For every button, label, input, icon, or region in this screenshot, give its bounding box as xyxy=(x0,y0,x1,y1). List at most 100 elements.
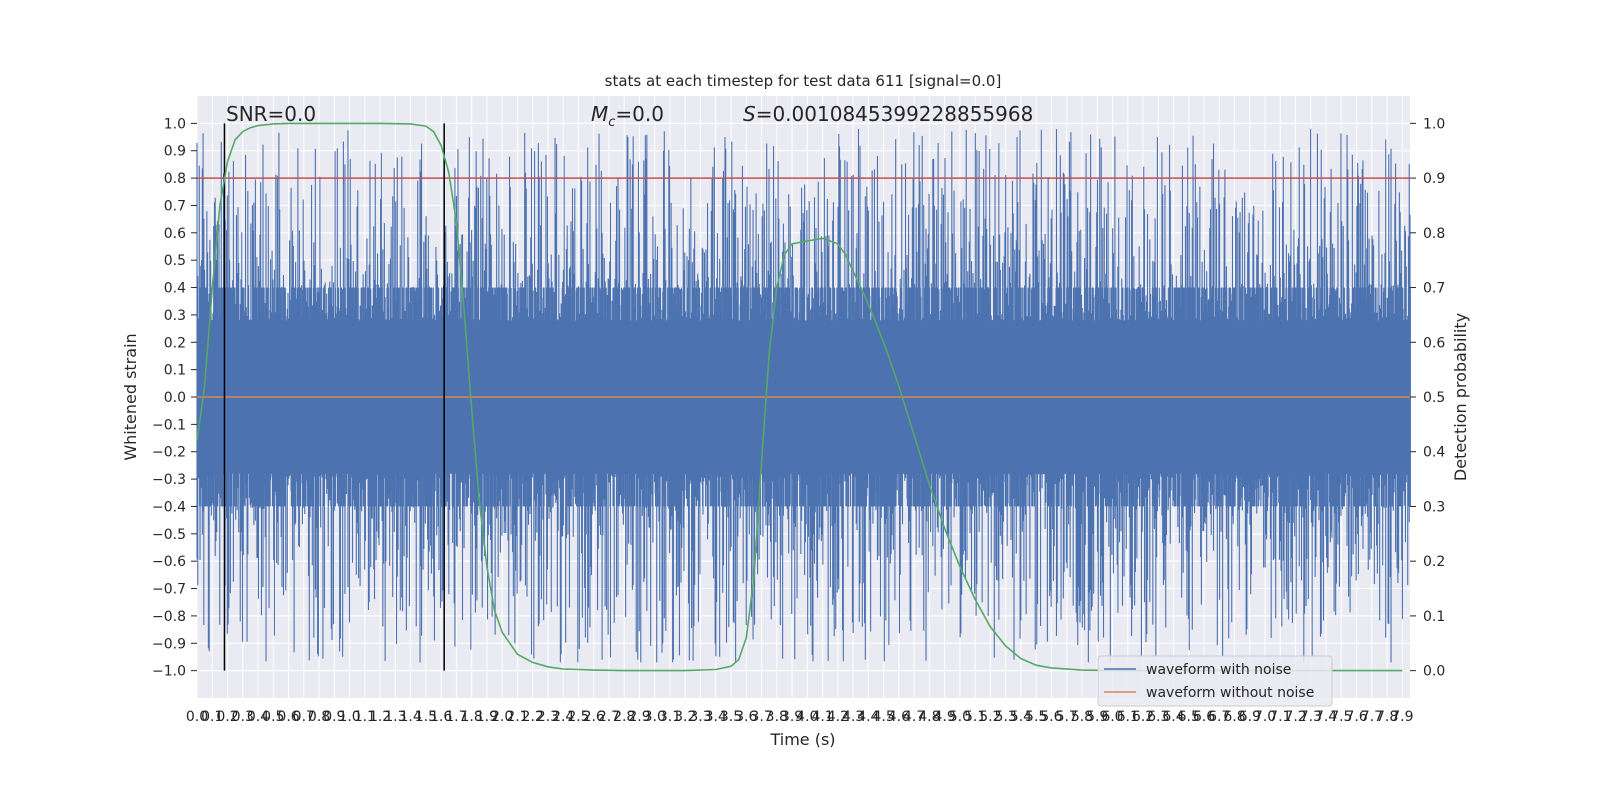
chirp-mass-symbol: M xyxy=(591,102,608,126)
y-tick-label: −0.1 xyxy=(152,417,186,433)
x-tick-label: 5.0 xyxy=(949,709,971,725)
x-tick-label: 7.1 xyxy=(1269,709,1291,725)
y2-tick-label: 0.9 xyxy=(1423,171,1445,187)
x-tick-label: 6.3 xyxy=(1147,709,1169,725)
x-tick-label: 7.2 xyxy=(1284,709,1306,725)
x-tick-label: 2.1 xyxy=(506,709,528,725)
x-tick-label: 3.5 xyxy=(720,709,742,725)
y-tick-label: 0.2 xyxy=(164,335,186,351)
y-tick-label: −0.2 xyxy=(152,445,186,461)
x-tick-label: 3.4 xyxy=(705,709,727,725)
chart-title: stats at each timestep for test data 611… xyxy=(605,72,1002,90)
x-tick-label: 0.0 xyxy=(186,709,208,725)
s-annotation: S=0.0010845399228855968 xyxy=(743,102,1033,126)
x-tick-label: 3.7 xyxy=(750,709,772,725)
y-tick-label: 0.9 xyxy=(164,144,186,160)
x-tick-label: 7.5 xyxy=(1330,709,1352,725)
x-tick-label: 2.6 xyxy=(583,709,605,725)
y-tick-label: 0.8 xyxy=(164,171,186,187)
x-tick-label: 5.4 xyxy=(1010,709,1032,725)
y2-tick-label: 0.6 xyxy=(1423,335,1445,351)
x-tick-label: 6.0 xyxy=(1101,709,1123,725)
x-tick-label: 5.2 xyxy=(979,709,1001,725)
x-tick-label: 4.3 xyxy=(842,709,864,725)
x-tick-label: 6.1 xyxy=(1117,709,1139,725)
y-tick-label: 0.7 xyxy=(164,198,186,214)
x-tick-label: 1.8 xyxy=(461,709,483,725)
chirp-mass-annotation: Mc=0.0 xyxy=(591,102,664,130)
detection-probability-line xyxy=(196,122,1403,672)
legend-label-clean: waveform without noise xyxy=(1146,685,1314,701)
legend-label-noise: waveform with noise xyxy=(1146,662,1291,678)
x-tick-label: 1.5 xyxy=(415,709,437,725)
y-axis-label: Whitened strain xyxy=(121,333,140,460)
x-tick-label: 1.9 xyxy=(476,709,498,725)
y-tick-label: 0.3 xyxy=(164,308,186,324)
x-tick-label: 3.0 xyxy=(644,709,666,725)
x-tick-label: 1.4 xyxy=(399,709,421,725)
y-tick-label: 1.0 xyxy=(164,116,186,132)
x-tick-label: 3.9 xyxy=(781,709,803,725)
x-tick-label: 6.9 xyxy=(1239,709,1261,725)
x-tick-label: 7.9 xyxy=(1391,709,1413,725)
snr-annotation: SNR=0.0 xyxy=(226,102,316,126)
marker-vertical-lines xyxy=(223,123,445,671)
x-tick-label: 6.4 xyxy=(1162,709,1184,725)
y2-tick-label: 0.4 xyxy=(1423,445,1445,461)
x-tick-label: 5.9 xyxy=(1086,709,1108,725)
y-tick-label: 0.1 xyxy=(164,363,186,379)
x-tick-label: 1.7 xyxy=(445,709,467,725)
x-tick-label: 6.7 xyxy=(1208,709,1230,725)
y2-tick-label: 0.7 xyxy=(1423,281,1445,297)
x-tick-label: 7.8 xyxy=(1376,709,1398,725)
x-tick-label: 1.2 xyxy=(369,709,391,725)
x-tick-label: 2.9 xyxy=(628,709,650,725)
x-tick-label: 1.3 xyxy=(384,709,406,725)
left-y-tick-labels: −1.0 −0.9 −0.8 −0.7 −0.6 −0.5 −0.4 −0.3 −0.2 −0.1… xyxy=(152,116,197,680)
x-tick-label: 0.2 xyxy=(216,709,238,725)
y2-tick-label: 0.1 xyxy=(1423,609,1445,625)
x-tick-label: 0.7 xyxy=(293,709,315,725)
y-tick-label: −0.4 xyxy=(152,499,186,515)
x-tick-label: 4.6 xyxy=(888,709,910,725)
x-tick-label: 4.1 xyxy=(811,709,833,725)
x-tick-label: 0.6 xyxy=(277,709,299,725)
y-tick-label: 0.0 xyxy=(164,390,186,406)
x-tick-label: 6.8 xyxy=(1223,709,1245,725)
x-tick-labels: 0.00.10.20.30.40.50.60.70.80.91.01.11.21… xyxy=(186,709,1414,725)
x-tick-label: 2.3 xyxy=(537,709,559,725)
x-tick-label: 4.2 xyxy=(827,709,849,725)
series-detection-probability xyxy=(196,122,1403,672)
s-value: =0.0010845399228855968 xyxy=(756,102,1034,126)
y2-tick-label: 0.3 xyxy=(1423,499,1445,515)
y2-tick-label: 0.0 xyxy=(1423,664,1445,680)
chirp-mass-subscript: c xyxy=(608,115,615,130)
x-tick-label: 5.3 xyxy=(995,709,1017,725)
x-tick-label: 5.8 xyxy=(1071,709,1093,725)
x-tick-label: 6.5 xyxy=(1178,709,1200,725)
x-tick-label: 1.0 xyxy=(338,709,360,725)
x-tick-label: 4.0 xyxy=(796,709,818,725)
x-tick-label: 0.4 xyxy=(247,709,269,725)
x-tick-label: 3.3 xyxy=(689,709,711,725)
y-tick-label: 0.6 xyxy=(164,226,186,242)
s-symbol: S xyxy=(743,102,756,126)
y-tick-label: 0.4 xyxy=(164,281,186,297)
x-tick-label: 4.4 xyxy=(857,709,879,725)
x-tick-label: 1.1 xyxy=(354,709,376,725)
x-tick-label: 4.5 xyxy=(872,709,894,725)
y-tick-label: −0.3 xyxy=(152,472,186,488)
x-tick-label: 2.2 xyxy=(522,709,544,725)
x-tick-label: 4.9 xyxy=(934,709,956,725)
y2-tick-label: 0.8 xyxy=(1423,226,1445,242)
x-tick-label: 7.0 xyxy=(1254,709,1276,725)
x-tick-label: 7.6 xyxy=(1345,709,1367,725)
y-tick-label: −0.9 xyxy=(152,636,186,652)
x-tick-label: 7.7 xyxy=(1361,709,1383,725)
y2-tick-label: 1.0 xyxy=(1423,116,1445,132)
x-tick-label: 2.5 xyxy=(567,709,589,725)
x-tick-label: 2.4 xyxy=(552,709,574,725)
x-tick-label: 3.1 xyxy=(659,709,681,725)
x-tick-label: 2.8 xyxy=(613,709,635,725)
